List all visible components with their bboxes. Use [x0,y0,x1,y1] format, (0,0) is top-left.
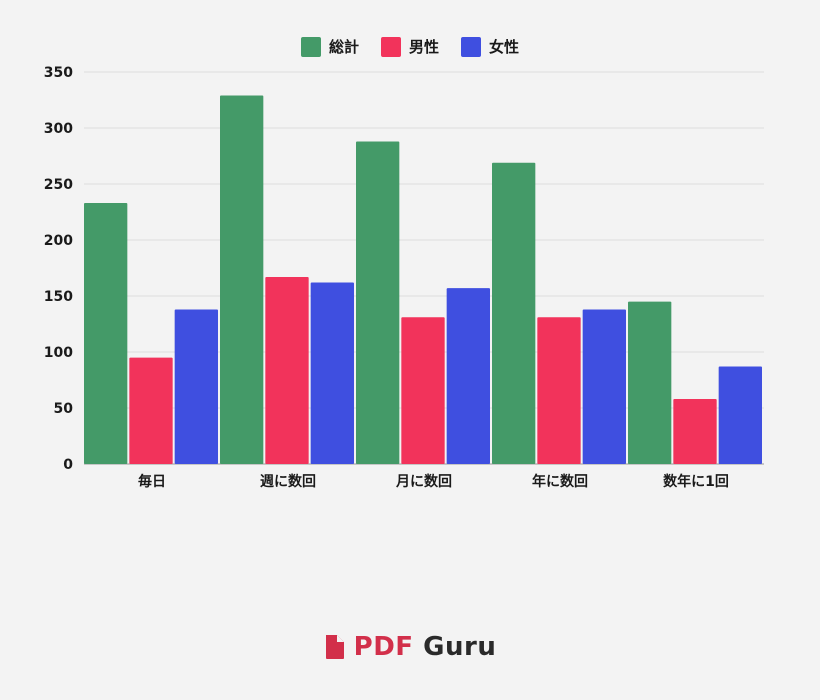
x-tick-label: 年に数回 [532,473,588,490]
legend-swatch-female [461,36,481,57]
legend-swatch-total [300,36,321,57]
legend-item-male: 男性 [380,36,439,57]
y-tick-label: 250 [44,177,73,193]
y-tick-label: 300 [44,121,73,137]
brand-logo: PDF Guru [0,632,820,662]
y-tick-label: 50 [54,401,74,417]
bar [446,288,490,464]
bar [673,399,717,464]
x-tick-label: 週に数回 [260,473,316,490]
bar [718,366,762,464]
legend-item-female: 女性 [461,36,519,57]
bar [265,276,309,464]
bar [310,282,354,464]
bar [492,162,536,464]
brand-name-part2: Guru [423,632,497,662]
bar [174,309,218,464]
bar [356,141,400,464]
bar [401,317,445,464]
bar [220,95,264,465]
bar [84,203,128,465]
y-tick-label: 150 [44,289,73,305]
legend-swatch-male [380,36,401,57]
x-tick-label: 月に数回 [395,473,452,490]
file-icon [325,635,344,659]
bar [129,357,173,464]
brand-name-part1: PDF [353,632,414,662]
bar [582,309,626,464]
y-tick-label: 350 [44,65,73,81]
x-tick-label: 数年に1回 [663,473,729,490]
chart-legend: 総計 男性 女性 [0,36,820,57]
brand-name: PDF Guru [354,632,497,662]
bar [537,317,581,464]
legend-label-female: 女性 [489,38,520,56]
legend-label-male: 男性 [408,38,439,56]
x-tick-label: 毎日 [138,473,166,490]
bar [628,301,672,464]
y-tick-label: 0 [63,457,73,473]
legend-item-total: 総計 [300,36,359,57]
legend-label-total: 総計 [328,38,359,56]
y-tick-label: 200 [44,233,73,249]
y-tick-label: 100 [44,345,73,361]
